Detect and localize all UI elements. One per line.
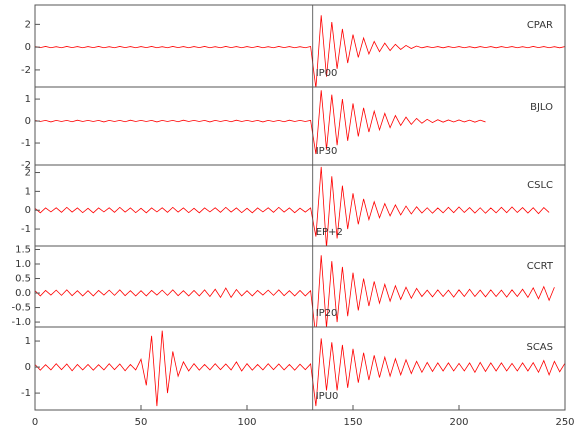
station-label: CCRT: [527, 261, 554, 272]
pick-label: EP+2: [316, 227, 343, 238]
panel: [35, 15, 565, 87]
y-tick-label: 0.5: [15, 274, 31, 285]
x-tick-label: 250: [555, 417, 574, 428]
pick-label: IP30: [316, 146, 338, 157]
y-tick-label: 2: [25, 168, 31, 179]
panel: [35, 166, 550, 246]
y-tick-label: 1.5: [15, 244, 31, 255]
plot-frame: [34, 4, 566, 411]
waveform: [35, 255, 555, 327]
y-tick-label: 1: [25, 336, 31, 347]
x-tick-label: 150: [343, 417, 362, 428]
waveform: [35, 330, 565, 407]
y-tick-label: -1: [21, 388, 31, 399]
y-tick-label: -1: [21, 138, 31, 149]
x-tick-label: 200: [449, 417, 468, 428]
pick-label: IPU0: [316, 391, 339, 402]
station-label: CSLC: [527, 180, 553, 191]
waveform: [35, 15, 565, 87]
waveform: [35, 166, 550, 246]
y-tick-label: -0.5: [11, 303, 31, 314]
y-tick-label: 1.0: [15, 259, 31, 270]
x-tick-label: 50: [135, 417, 148, 428]
y-tick-label: -2: [21, 65, 31, 76]
y-tick-label: -1: [21, 224, 31, 235]
y-tick-label: 2: [25, 19, 31, 30]
station-label: CPAR: [527, 20, 553, 31]
pick-label: IP20: [316, 308, 338, 319]
panel: [35, 255, 555, 327]
y-tick-label: 1: [25, 94, 31, 105]
y-tick-label: 0: [25, 116, 31, 127]
x-tick-label: 100: [237, 417, 256, 428]
station-label: SCAS: [526, 342, 553, 353]
y-tick-label: -2: [21, 160, 31, 171]
panel: [35, 330, 565, 407]
station-label: BJLO: [530, 102, 553, 113]
y-tick-label: -1.0: [11, 317, 31, 328]
panel: [35, 90, 486, 155]
y-tick-label: 0: [25, 42, 31, 53]
y-tick-label: 0: [25, 205, 31, 216]
x-tick-label: 0: [32, 417, 38, 428]
y-tick-label: 0: [25, 362, 31, 373]
pick-label: IP00: [316, 68, 338, 79]
y-tick-label: 1: [25, 186, 31, 197]
waveform: [35, 90, 486, 155]
y-tick-label: 0.0: [15, 288, 31, 299]
